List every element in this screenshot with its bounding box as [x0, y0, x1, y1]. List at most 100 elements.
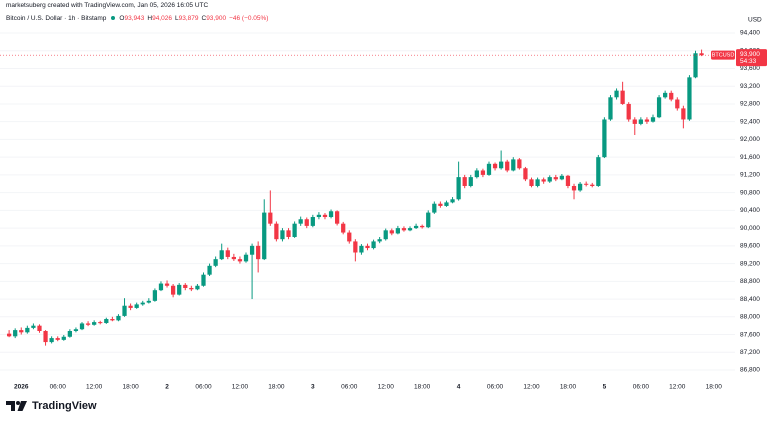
candle-body: [553, 177, 558, 180]
x-tick-label: 5: [603, 384, 607, 391]
candle-body: [353, 241, 358, 253]
candle-body: [644, 119, 650, 122]
candle-body: [19, 330, 24, 333]
candle-body: [286, 230, 291, 237]
y-tick-label: 88,000: [740, 314, 760, 321]
y-tick-label: 89,200: [740, 260, 760, 267]
candle-body: [614, 90, 619, 98]
x-tick-label: 06:00: [341, 384, 358, 391]
candle-body: [256, 245, 261, 260]
candle-body: [262, 212, 267, 260]
candle-body: [134, 304, 139, 308]
candle-body: [128, 305, 133, 308]
candle-body: [104, 319, 109, 324]
logo-text: TradingView: [32, 400, 97, 412]
currency-label: USD: [748, 17, 762, 24]
ohlc-label: L: [174, 15, 179, 22]
change: −46 (−0.05%): [229, 15, 269, 22]
candle-body: [243, 254, 249, 262]
x-tick-label: 12:00: [523, 384, 540, 391]
candle-body: [92, 322, 97, 325]
candle-body: [395, 228, 400, 234]
candles: [6, 49, 704, 346]
x-tick-label: 4: [457, 384, 461, 391]
candle-body: [669, 92, 674, 100]
candle-body: [274, 223, 279, 240]
x-tick-label: 2026: [14, 384, 29, 391]
x-tick-label: 06:00: [50, 384, 67, 391]
candle-body: [426, 212, 431, 228]
candle-body: [407, 228, 413, 231]
symbol-tag-text: BTCUSD: [712, 53, 735, 59]
candle-body: [110, 319, 115, 321]
candle-body: [249, 245, 255, 255]
y-tick-label: 90,000: [740, 225, 760, 232]
candle-body: [347, 232, 352, 242]
ohlc-label: C: [201, 15, 207, 22]
candle-body: [335, 211, 340, 224]
candle-body: [140, 302, 145, 305]
candle-body: [328, 211, 334, 218]
candle-body: [650, 117, 656, 122]
candle-body: [505, 161, 510, 171]
y-tick-label: 87,600: [740, 331, 760, 338]
x-tick-label: 18:00: [560, 384, 577, 391]
candle-body: [511, 159, 516, 171]
candle-body: [13, 330, 18, 337]
chart: USD 86,800 87,200 87,600 88,000 88,400 88,800…: [0, 17, 767, 391]
x-tick-label: 06:00: [633, 384, 650, 391]
ohlc-value: 93,879: [178, 15, 199, 22]
candle-body: [280, 230, 285, 240]
candle-body: [656, 97, 662, 118]
y-tick-label: 89,600: [740, 243, 760, 250]
candle-body: [6, 333, 12, 337]
candle-body: [341, 223, 346, 233]
candle-body: [170, 285, 176, 295]
candle-body: [517, 159, 522, 169]
y-tick-label: 86,800: [740, 367, 760, 374]
ohlc-label: O: [119, 15, 125, 22]
candle-body: [213, 259, 218, 266]
candle-body: [322, 214, 328, 218]
candle-body: [146, 300, 151, 303]
candle-body: [25, 327, 30, 333]
x-tick-label: 18:00: [268, 384, 285, 391]
candle-body: [577, 183, 583, 191]
y-tick-label: 90,800: [740, 189, 760, 196]
candle-body: [383, 230, 388, 240]
candle-body: [632, 119, 637, 124]
candle-body: [699, 53, 704, 56]
candle-body: [310, 217, 315, 226]
x-tick-label: 3: [311, 384, 315, 391]
candle-body: [43, 330, 48, 343]
candle-body: [638, 119, 643, 124]
candle-body: [67, 330, 72, 337]
y-tick-label: 91,200: [740, 172, 760, 179]
candle-body: [620, 90, 625, 104]
candle-body: [413, 225, 419, 229]
candle-body: [432, 203, 437, 213]
y-tick-label: 94,400: [740, 30, 760, 37]
candle-body: [450, 199, 455, 203]
candle-body: [389, 230, 394, 234]
candle-body: [541, 179, 546, 182]
candle-body: [468, 177, 473, 186]
y-tick-label: 90,400: [740, 207, 760, 214]
candle-body: [602, 119, 607, 158]
candle-body: [492, 163, 498, 169]
candle-body: [401, 228, 407, 231]
candle-body: [371, 241, 376, 249]
candle-body: [444, 202, 449, 206]
grid: [0, 32, 735, 371]
candle-body: [31, 325, 36, 328]
candle-body: [292, 223, 297, 237]
candle-body: [85, 323, 91, 325]
candle-body: [298, 219, 303, 224]
x-tick-label: 12:00: [378, 384, 395, 391]
candle-body: [49, 338, 54, 343]
candle-body: [377, 239, 382, 242]
x-tick-label: 12:00: [669, 384, 686, 391]
x-tick-label: 18:00: [414, 384, 431, 391]
y-tick-label: 93,600: [740, 65, 760, 72]
